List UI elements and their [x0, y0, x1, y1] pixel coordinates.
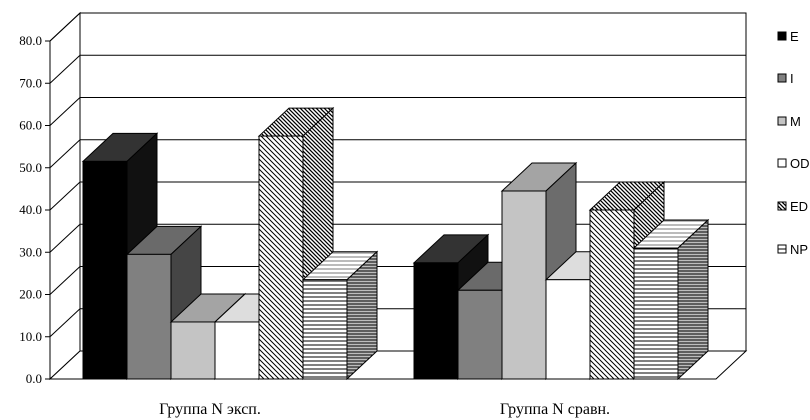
legend-label: ED [790, 199, 808, 214]
legend-label: I [790, 71, 794, 86]
y-tick-label: 20.0 [19, 287, 42, 302]
bar-np-1 [301, 250, 379, 381]
y-tick-label: 10.0 [19, 329, 42, 344]
gridline-side [49, 308, 81, 338]
y-tick-label: 0.0 [26, 371, 42, 386]
legend-swatch [777, 158, 787, 168]
gridline-side [49, 266, 81, 295]
y-tick-label: 50.0 [19, 160, 42, 175]
legend-item-od: OD [777, 156, 810, 171]
x-category-label: Группа N эксп. [159, 401, 261, 418]
gridline-side [49, 12, 81, 42]
gridline-side [49, 181, 81, 211]
bar-front [302, 279, 348, 380]
y-tick-label: 80.0 [19, 33, 42, 48]
gridline-side [49, 139, 81, 169]
y-tick-label: 40.0 [19, 202, 42, 217]
legend-swatch [777, 73, 787, 83]
bar-front [214, 321, 260, 380]
bar-front [633, 247, 679, 380]
y-tick-label: 70.0 [19, 75, 42, 90]
gridline-side [49, 223, 81, 253]
bar-front [589, 209, 635, 380]
y-tick-label: 30.0 [19, 244, 42, 259]
x-category-label: Группа N сравн. [500, 401, 610, 418]
y-tick-label: 60.0 [19, 118, 42, 133]
bar-np-2 [632, 218, 710, 381]
bar-front [501, 190, 547, 380]
bars [81, 106, 710, 381]
legend-label: M [790, 114, 801, 129]
bar-front [545, 279, 591, 380]
x-axis: Группа N эксп. Группа N сравн. [159, 401, 610, 418]
legend-swatch [777, 244, 787, 254]
bar-front [413, 262, 459, 380]
bar-side [677, 218, 709, 381]
legend-label: OD [790, 156, 810, 171]
legend-item-m: M [777, 114, 801, 129]
bar-front [258, 135, 304, 380]
legend-item-ed: ED [777, 199, 808, 214]
gridline-side [49, 97, 81, 126]
legend: E I M OD ED NP [777, 29, 810, 257]
bar-front [82, 160, 128, 380]
y-axis: 0.0 10.0 20.0 30.0 40.0 50.0 60.0 70.0 80.0 [19, 33, 51, 386]
bar-front [126, 253, 172, 380]
legend-item-i: I [777, 71, 794, 86]
bar-ed-1 [257, 106, 335, 381]
bar-front [457, 289, 503, 380]
legend-swatch [777, 31, 787, 41]
legend-swatch [777, 201, 787, 211]
legend-item-np: NP [777, 242, 808, 257]
legend-label: E [790, 29, 799, 44]
legend-item-e: E [777, 29, 799, 44]
bar-front [170, 321, 216, 380]
gridline-side [49, 54, 81, 84]
legend-swatch [777, 116, 787, 126]
legend-label: NP [790, 242, 808, 257]
